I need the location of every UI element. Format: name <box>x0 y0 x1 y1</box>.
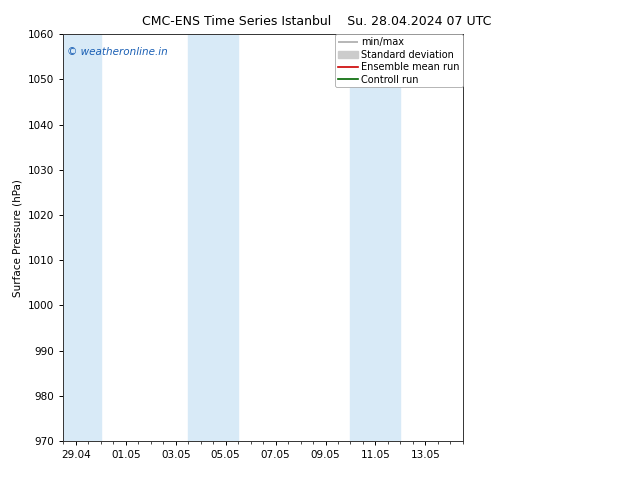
Bar <box>63 34 101 441</box>
Bar <box>351 34 401 441</box>
Bar <box>188 34 238 441</box>
Legend: min/max, Standard deviation, Ensemble mean run, Controll run: min/max, Standard deviation, Ensemble me… <box>335 34 463 87</box>
Y-axis label: Surface Pressure (hPa): Surface Pressure (hPa) <box>13 179 23 296</box>
Text: CMC-ENS Time Series Istanbul    Su. 28.04.2024 07 UTC: CMC-ENS Time Series Istanbul Su. 28.04.2… <box>142 15 492 28</box>
Text: © weatheronline.in: © weatheronline.in <box>67 47 168 56</box>
